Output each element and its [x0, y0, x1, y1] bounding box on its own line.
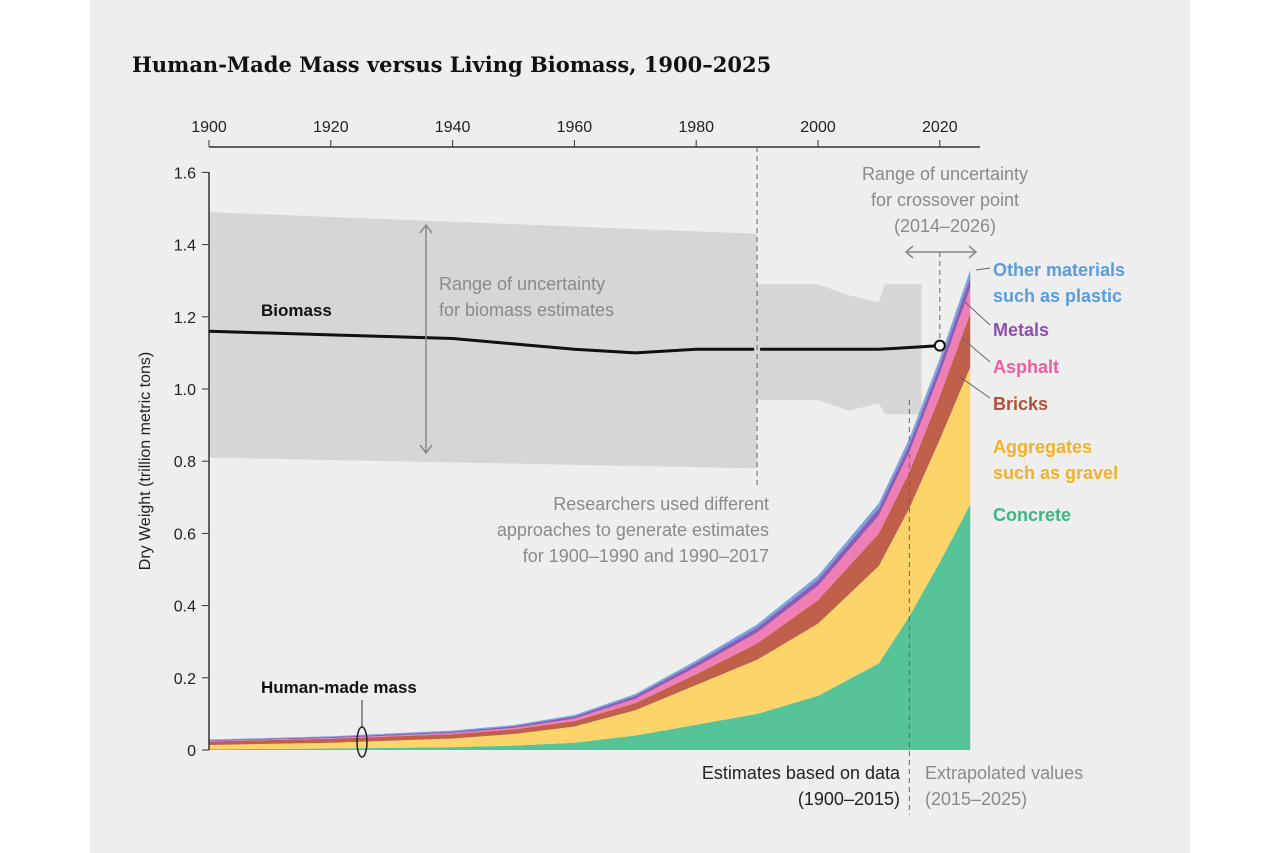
legend-leader	[956, 374, 991, 399]
extrapolated-note: Extrapolated values	[925, 763, 1083, 783]
y-tick-label: 0.4	[174, 599, 196, 616]
crossover-range-note: (2014–2026)	[894, 216, 996, 236]
crossover-range-note: Range of uncertainty	[862, 164, 1028, 184]
legend-label: Metals	[993, 320, 1049, 340]
x-tick-label: 2000	[800, 119, 836, 136]
legend-label: Asphalt	[993, 357, 1059, 377]
biomass-range-note: Range of uncertainty	[439, 274, 605, 294]
x-tick-label: 1900	[191, 119, 227, 136]
legend-leader	[975, 267, 991, 271]
area-bricks	[209, 313, 971, 745]
arrowhead-icon	[419, 223, 433, 455]
x-tick-label: 1960	[557, 119, 593, 136]
biomass-label: Biomass	[261, 301, 332, 320]
area-aggregates	[209, 367, 971, 750]
extrapolated-note: (2015–2025)	[925, 789, 1027, 809]
legend-label: such as gravel	[993, 463, 1118, 483]
biomass-line	[760, 344, 940, 351]
x-tick-label: 1940	[435, 119, 471, 136]
legend-leader	[961, 337, 991, 363]
legend-label: Other materials	[993, 260, 1125, 280]
method-note: approaches to generate estimates	[497, 520, 769, 540]
y-tick-label: 1.0	[174, 382, 196, 399]
legend-leader	[964, 301, 991, 326]
y-tick-label: 1.4	[174, 238, 196, 255]
x-tick-label: 1920	[313, 119, 349, 136]
legend-label: Concrete	[993, 505, 1071, 525]
arrowhead-icon	[904, 245, 978, 259]
chart-title: Human-Made Mass versus Living Biomass, 1…	[132, 52, 771, 77]
legend-label: Bricks	[993, 394, 1048, 414]
y-tick-label: 0	[187, 743, 196, 760]
method-note: for 1900–1990 and 1990–2017	[523, 546, 769, 566]
x-tick-label: 1980	[678, 119, 714, 136]
human-made-mass-label: Human-made mass	[261, 678, 417, 697]
biomass-line	[208, 329, 755, 355]
y-axis-label: Dry Weight (trillion metric tons)	[137, 352, 154, 570]
method-note: Researchers used different	[553, 494, 769, 514]
x-tick-label: 2020	[922, 119, 958, 136]
y-tick-label: 0.6	[174, 526, 196, 543]
area-concrete	[209, 504, 971, 750]
legend-label: such as plastic	[993, 286, 1122, 306]
y-tick-label: 0.2	[174, 671, 196, 688]
data-note: Estimates based on data	[702, 763, 901, 783]
data-note: (1900–2015)	[798, 789, 900, 809]
y-tick-label: 0.8	[174, 454, 196, 471]
legend-label: Aggregates	[993, 437, 1092, 457]
y-tick-label: 1.6	[174, 165, 196, 182]
crossover-range-note: for crossover point	[871, 190, 1019, 210]
biomass-range-note: for biomass estimates	[439, 300, 614, 320]
human-made-bracket	[356, 726, 368, 758]
y-tick-label: 1.2	[174, 310, 196, 327]
crossover-point-marker	[933, 339, 946, 352]
